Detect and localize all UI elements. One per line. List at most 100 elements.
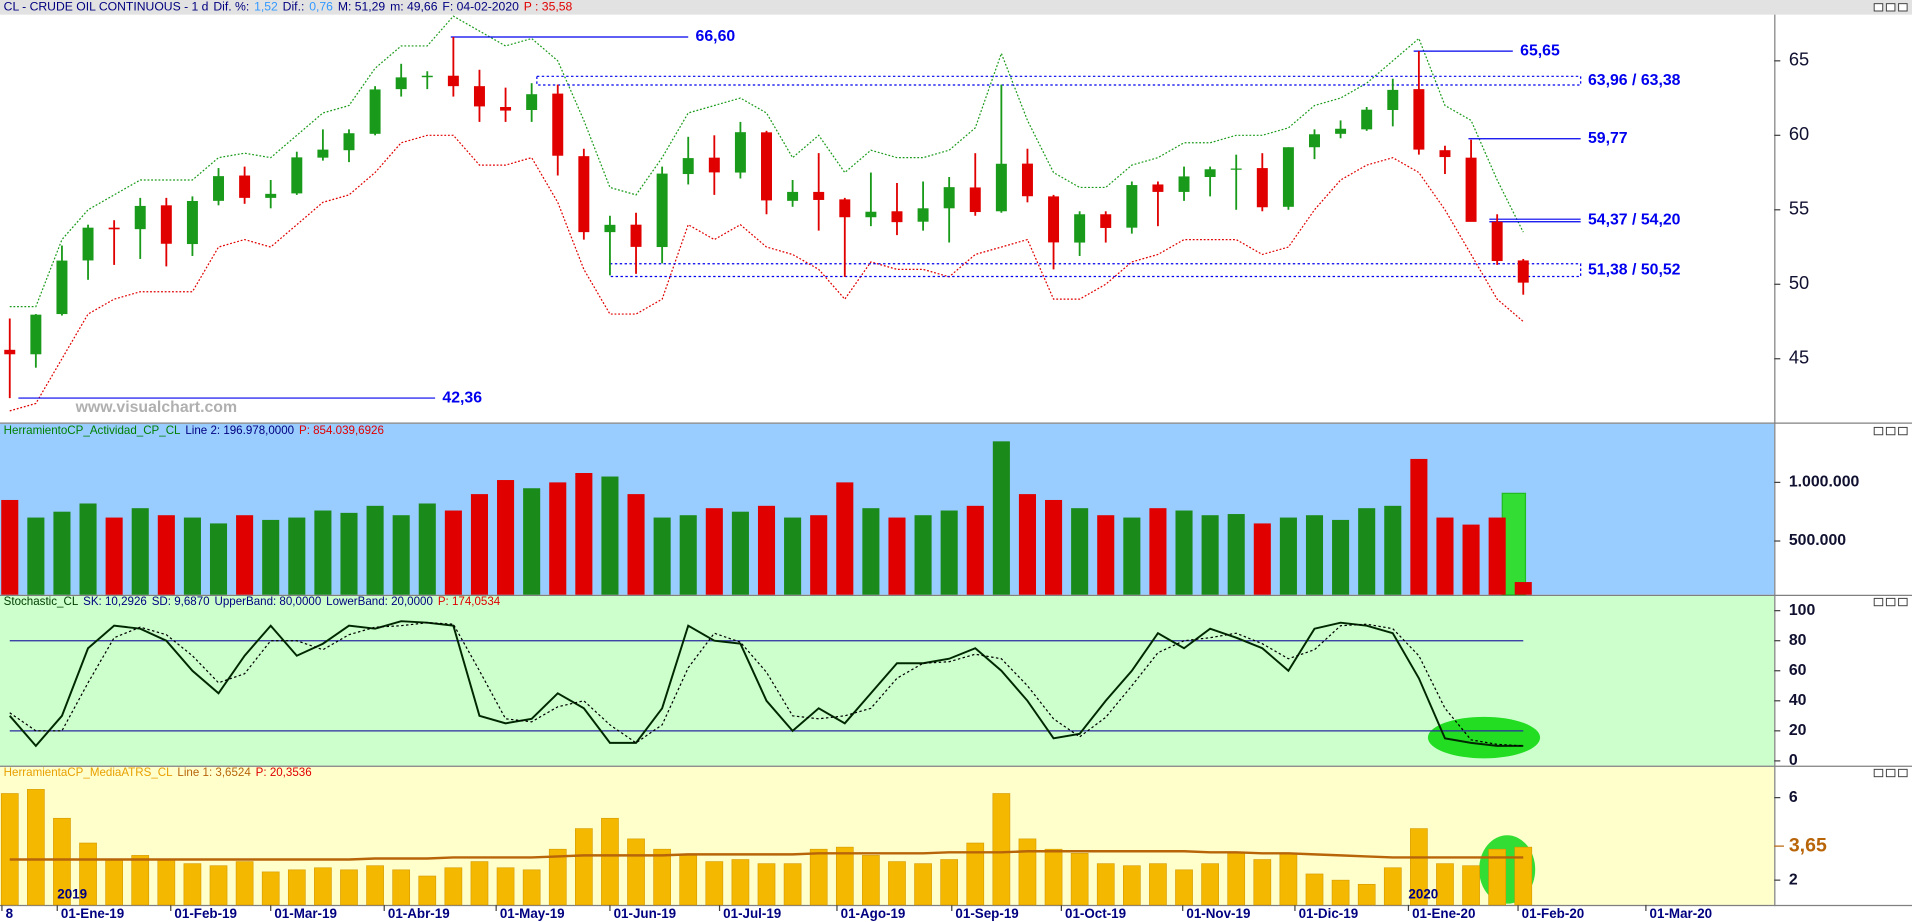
bar xyxy=(1175,869,1193,906)
bar xyxy=(1305,515,1324,595)
x-tick-label: 01-Ene-19 xyxy=(61,906,124,921)
maximize-button[interactable] xyxy=(1885,768,1896,778)
title-part: 1,52 xyxy=(254,0,278,14)
candle-body xyxy=(943,187,955,209)
bar xyxy=(1253,859,1272,906)
level-label: 59,77 xyxy=(1588,130,1628,147)
candle-body xyxy=(82,227,94,261)
pane-title: HerramientaCP_MediaATRS_CL Line 1: 3,6524… xyxy=(4,767,312,779)
pane-title: CL - CRUDE OIL CONTINUOUS - 1 d Dif. %: 1,… xyxy=(4,0,573,14)
bar xyxy=(1201,515,1219,595)
title-part: Line 2: 196.978,0000 xyxy=(185,425,294,437)
maximize-button[interactable] xyxy=(1885,426,1896,436)
minimize-button[interactable] xyxy=(1873,3,1884,12)
y-tick-label: 60 xyxy=(1789,123,1809,144)
candle-body xyxy=(682,158,694,175)
title-part: M: 51,29 xyxy=(338,0,386,14)
candle-body xyxy=(186,201,198,245)
bar xyxy=(783,863,802,906)
bar xyxy=(1018,494,1036,595)
series-line xyxy=(9,622,1524,747)
candle-body xyxy=(734,132,746,173)
title-part: LowerBand: 20,0000 xyxy=(326,596,433,608)
bar xyxy=(1097,515,1115,595)
minimize-button[interactable] xyxy=(1873,597,1884,607)
bar xyxy=(940,510,958,595)
bar xyxy=(1122,865,1141,906)
bar xyxy=(836,482,854,595)
candle-body xyxy=(1282,147,1294,207)
bar xyxy=(366,865,384,906)
bar xyxy=(1383,867,1402,906)
bar xyxy=(1175,510,1193,595)
candle-body xyxy=(213,176,225,201)
candle-body xyxy=(865,211,877,218)
bar xyxy=(314,867,332,906)
x-tick-label: 01-Jul-19 xyxy=(723,906,781,921)
title-part: Stochastic_CL xyxy=(4,596,79,608)
window-buttons xyxy=(1873,3,1908,778)
series-line xyxy=(9,620,1524,748)
candle-body xyxy=(1100,214,1112,228)
close-button[interactable] xyxy=(1898,597,1908,607)
y-tick-label: 45 xyxy=(1789,347,1809,368)
bar xyxy=(418,875,437,906)
title-part: HerramientaCP_MediaATRS_CL xyxy=(4,767,173,779)
bar xyxy=(940,859,959,906)
candle-body xyxy=(421,75,433,78)
y-tick-label: 2 xyxy=(1789,871,1798,888)
bar xyxy=(966,505,984,595)
stochastic-highlight xyxy=(1427,716,1541,759)
x-tick-label: 01-Abr-19 xyxy=(388,906,450,921)
close-button[interactable] xyxy=(1898,426,1908,436)
candle-body xyxy=(1126,185,1138,228)
candle-body xyxy=(369,89,381,134)
watermark: www.visualchart.com xyxy=(75,399,237,416)
candle-body xyxy=(891,211,903,223)
maximize-button[interactable] xyxy=(1885,597,1896,607)
close-button[interactable] xyxy=(1898,3,1908,12)
candle-body xyxy=(265,193,277,198)
candle-body xyxy=(56,260,68,315)
candle-body xyxy=(578,156,590,233)
close-button[interactable] xyxy=(1898,768,1908,778)
title-part: Line 1: 3,6524 xyxy=(177,767,251,779)
bar xyxy=(236,515,254,595)
header-bar xyxy=(0,0,1912,15)
bar xyxy=(1201,863,1219,906)
candle-body xyxy=(1361,109,1373,130)
candle-body xyxy=(395,77,407,90)
bar xyxy=(1331,879,1350,906)
candle-body xyxy=(108,227,120,230)
bar xyxy=(653,848,671,906)
title-part: 0,76 xyxy=(309,0,333,14)
candle-body xyxy=(447,75,459,87)
title-part: P: 174,0534 xyxy=(438,596,501,608)
candle-body xyxy=(813,191,825,200)
x-tick-label: 01-Nov-19 xyxy=(1186,906,1250,921)
candle-body xyxy=(317,149,329,158)
bar xyxy=(888,861,906,906)
y-tick-label: 60 xyxy=(1789,662,1807,679)
bar xyxy=(1436,517,1454,595)
bar xyxy=(261,871,280,906)
candle-body xyxy=(1178,176,1190,192)
minimize-button[interactable] xyxy=(1873,426,1884,436)
volume-highlight xyxy=(1501,492,1527,596)
x-tick-label: 01-Sep-19 xyxy=(955,906,1018,921)
value-marker-label: 3,65 xyxy=(1789,834,1827,856)
minimize-button[interactable] xyxy=(1873,768,1884,778)
maximize-button[interactable] xyxy=(1885,3,1896,12)
candle-body xyxy=(839,199,851,218)
bar xyxy=(548,848,567,906)
x-tick-label: 01-Feb-20 xyxy=(1522,906,1585,921)
bar xyxy=(1279,517,1297,595)
bar xyxy=(966,842,985,906)
bar xyxy=(679,515,697,595)
bar xyxy=(914,863,932,906)
title-part: CL - CRUDE OIL CONTINUOUS - 1 d xyxy=(4,0,209,14)
level-label: 51,38 / 50,52 xyxy=(1588,261,1681,278)
bar xyxy=(183,863,202,906)
bar xyxy=(731,511,749,595)
y-tick-label: 40 xyxy=(1789,692,1807,709)
